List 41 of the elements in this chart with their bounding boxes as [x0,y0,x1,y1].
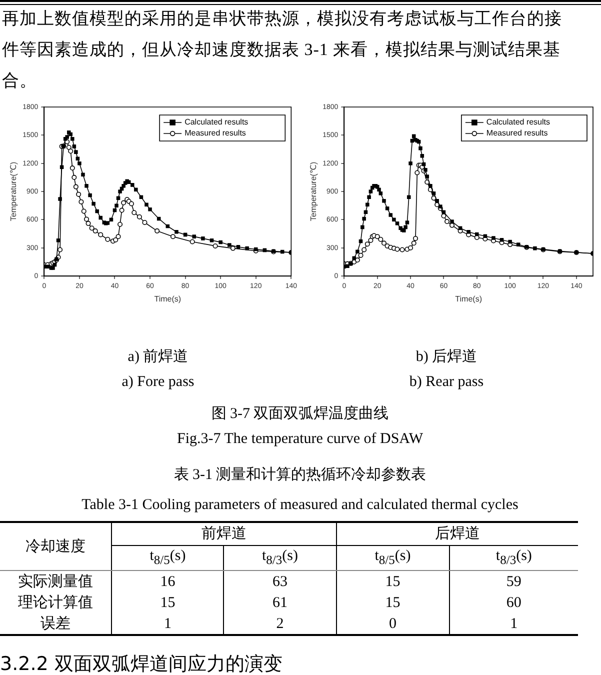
legend-label: Calculated results [184,118,248,127]
text: 实际测量值 [0,570,112,592]
text: 2 [224,613,336,635]
x-axis-title: Time(s) [154,294,182,304]
text: a) Fore pass [122,374,194,391]
text: t$_{8/5}$(s) [112,546,224,570]
legend-label: Calculated results [486,118,550,127]
text: Fig.3-7 The temperature curve of DSAW [177,431,423,448]
y-axis-title: Temperature(℃) [309,162,318,222]
text: t$_{8/5}$(s) [336,546,450,570]
legend-label: Measured results [184,128,246,138]
text: 61 [224,592,336,613]
legend-label: Measured results [486,128,548,138]
text: b) 后焊道 [416,348,478,366]
text: b) Rear pass [409,374,484,391]
text: 前焊道 [112,522,336,546]
text: 60 [505,594,522,612]
text: 后焊道 [336,522,578,546]
text: 表 3-1 测量和计算的热循环冷却参数表 [174,466,426,484]
text: 15 [336,592,450,613]
text: 冷却速度 [0,522,112,570]
text: 3.2.2 双面双弧焊道间应力的演变 [0,652,282,675]
text: 合。 [2,70,37,92]
text: 15 [336,570,450,592]
caption: Table 3-1 Cooling parameters of measured and calculated thermal cycles [82,497,518,514]
text: 理论计算值 [0,592,112,613]
text: 15 [112,592,224,613]
y-axis-title: Temperature(℃) [9,162,18,222]
text: t$_{8/3}$(s) [449,546,578,570]
text: 件等因素造成的，但从冷却速度数据表 3-1 来看，模拟结果与测试结果基 [2,39,561,61]
text: 16 [112,570,224,592]
text: 1 [509,614,519,634]
text: 63 [224,570,336,592]
text: t$_{8/3}$(s) [224,546,336,570]
text: 1 [112,613,224,635]
text: 图 3-7 双面双弧焊温度曲线 [211,404,389,423]
text: 再加上数值模型的采用的是串状带热源，模拟没有考虑试板与工作台的接 [2,8,562,30]
text: 59 [505,572,522,592]
text: 误差 [0,613,112,635]
text: a) 前焊道 [128,348,188,366]
x-axis-title: Time(s) [455,294,482,304]
